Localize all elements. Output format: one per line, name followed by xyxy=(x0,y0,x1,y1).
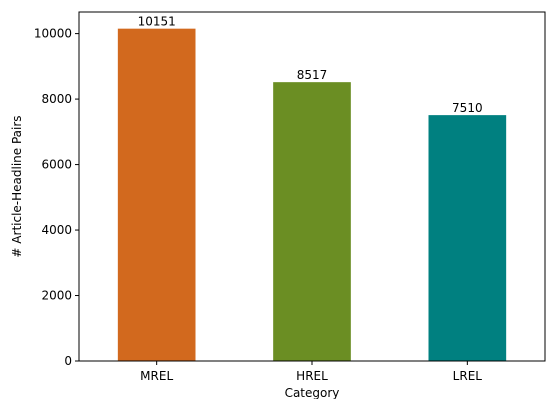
data-label-lrel: 7510 xyxy=(452,101,483,115)
bar-lrel xyxy=(428,115,507,362)
y-axis-title: # Article-Headline Pairs xyxy=(10,115,24,257)
bar-hrel xyxy=(273,82,351,362)
x-tick-label-hrel: HREL xyxy=(296,369,328,383)
y-tick-label: 2000 xyxy=(41,289,72,303)
x-tick-label-lrel: LREL xyxy=(453,369,483,383)
data-label-hrel: 8517 xyxy=(297,68,328,82)
y-tick-label: 4000 xyxy=(41,223,72,237)
data-labels-layer: 10151 8517 7510 xyxy=(138,15,483,115)
y-axis: 0 2000 4000 6000 8000 10000 xyxy=(34,27,79,368)
y-tick-label: 8000 xyxy=(41,92,72,106)
x-tick-label-mrel: MREL xyxy=(140,369,173,383)
x-axis-title: Category xyxy=(285,386,340,399)
bar-mrel xyxy=(117,28,196,362)
data-label-mrel: 10151 xyxy=(138,15,176,29)
x-axis: MREL HREL LREL xyxy=(140,361,482,383)
y-tick-label: 10000 xyxy=(34,27,72,41)
y-tick-label: 0 xyxy=(64,354,72,368)
plot-frame xyxy=(78,11,546,362)
bars-layer xyxy=(117,28,507,362)
y-tick-label: 6000 xyxy=(41,158,72,172)
